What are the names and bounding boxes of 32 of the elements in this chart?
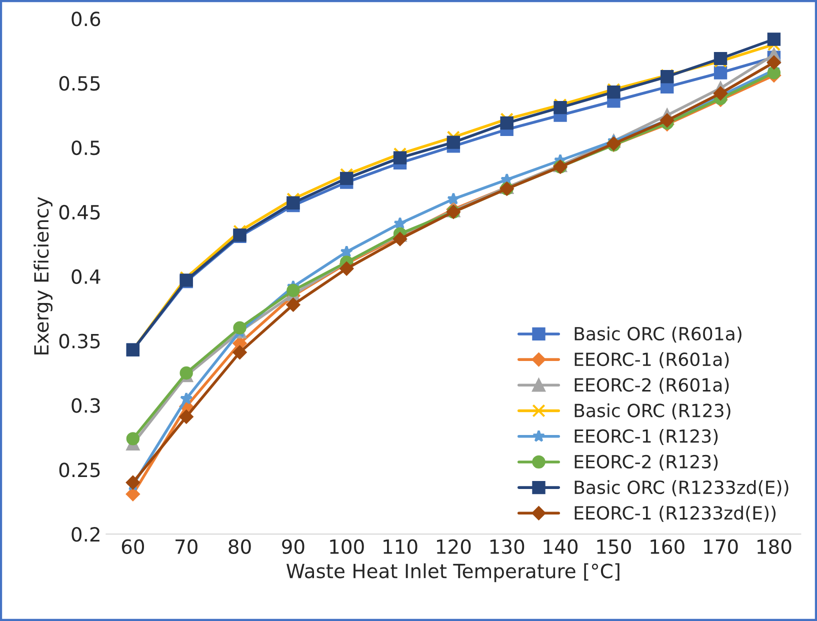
legend-label: EEORC-2 (R123): [574, 454, 718, 471]
y-tick-label: 0.25: [59, 462, 100, 478]
x-tick-label: 140: [544, 539, 578, 554]
y-tick-label: 0.2: [72, 527, 100, 542]
y-tick-label: 0.55: [59, 76, 100, 91]
legend-label: EEORC-1 (R601a): [574, 352, 729, 368]
y-tick-label: 0.45: [59, 204, 100, 220]
x-tick-label: 180: [758, 539, 792, 554]
x-tick-label: 110: [384, 539, 418, 554]
y-tick-label: 0.35: [59, 334, 100, 348]
y-tick-label: 0.5: [72, 140, 100, 156]
x-tick-label: 120: [437, 539, 471, 554]
y-tick-label: 0.6: [72, 12, 100, 26]
legend-label: Basic ORC (R123): [574, 403, 730, 420]
x-tick-label: 80: [228, 539, 251, 554]
x-tick-label: 60: [122, 539, 144, 554]
x-tick-label: 100: [330, 539, 364, 554]
x-tick-label: 90: [282, 539, 304, 554]
legend-label: EEORC-1 (R123): [574, 428, 718, 446]
legend-label: EEORC-2 (R601a): [574, 378, 729, 394]
x-tick-label: 70: [176, 539, 198, 554]
y-tick-label: 0.3: [72, 398, 100, 413]
legend-label: Basic ORC (R601a): [574, 326, 742, 343]
x-tick-label: 150: [597, 539, 631, 554]
y-axis-title: Exergy Eficiency: [34, 196, 52, 354]
x-tick-label: 160: [650, 539, 684, 554]
legend-label: Basic ORC (R1233zd(E)): [574, 480, 788, 496]
y-tick-label: 0.4: [72, 269, 100, 284]
x-tick-label: 170: [704, 539, 738, 554]
legend-label: EEORC-1 (R1233zd(E)): [574, 506, 776, 522]
x-tick-label: 130: [490, 539, 524, 554]
x-axis-title: Waste Heat Inlet Temperature [°C]: [286, 563, 620, 582]
